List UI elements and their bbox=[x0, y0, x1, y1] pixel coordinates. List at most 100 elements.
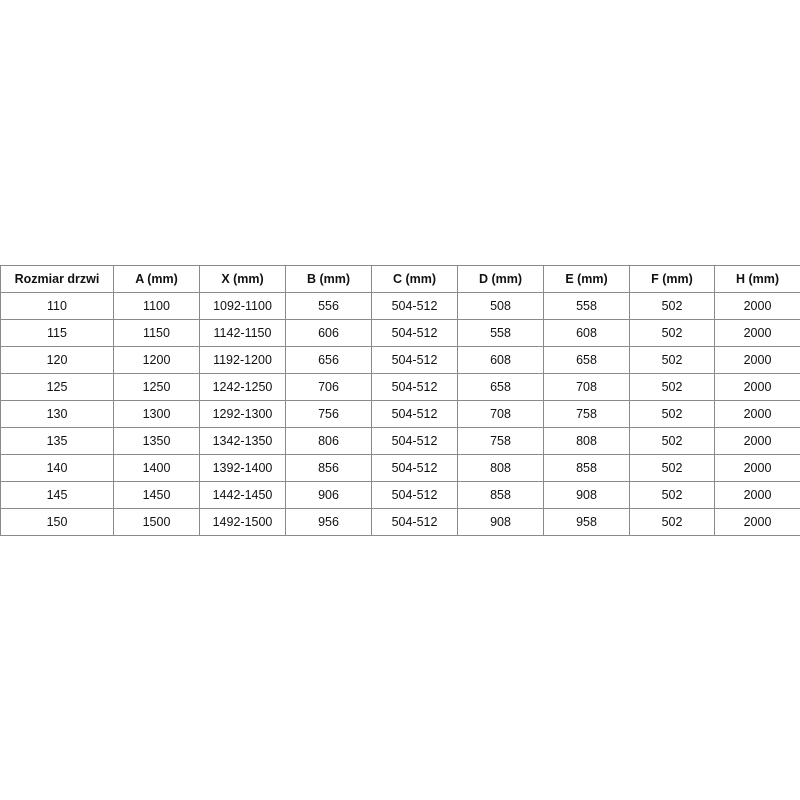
table-cell: 756 bbox=[285, 400, 372, 428]
table-cell: 120 bbox=[0, 346, 114, 374]
table-cell: 502 bbox=[629, 319, 715, 347]
table-row: 125 1250 1242-1250 706 504-512 658 708 502 2000 bbox=[0, 373, 800, 401]
table-cell: 1242-1250 bbox=[199, 373, 286, 401]
table-cell: 608 bbox=[457, 346, 544, 374]
table-cell: 2000 bbox=[714, 346, 800, 374]
table-row: 130 1300 1292-1300 756 504-512 708 758 502 2000 bbox=[0, 400, 800, 428]
table-cell: 508 bbox=[457, 292, 544, 320]
table-cell: 1450 bbox=[113, 481, 200, 509]
table-cell: 2000 bbox=[714, 454, 800, 482]
table-cell: 504-512 bbox=[371, 400, 458, 428]
table-cell: 1300 bbox=[113, 400, 200, 428]
dimensions-table: Rozmiar drzwi A (mm) X (mm) B (mm) C (mm) D (… bbox=[0, 265, 800, 536]
table-cell: 2000 bbox=[714, 427, 800, 455]
table-cell: 504-512 bbox=[371, 373, 458, 401]
table-row: 135 1350 1342-1350 806 504-512 758 808 502 2000 bbox=[0, 427, 800, 455]
table-cell: 502 bbox=[629, 508, 715, 536]
table-cell: 908 bbox=[543, 481, 630, 509]
table-cell: 1200 bbox=[113, 346, 200, 374]
column-header: Rozmiar drzwi bbox=[0, 265, 114, 293]
table-cell: 558 bbox=[457, 319, 544, 347]
table-cell: 806 bbox=[285, 427, 372, 455]
table-cell: 958 bbox=[543, 508, 630, 536]
table-cell: 150 bbox=[0, 508, 114, 536]
table-cell: 1442-1450 bbox=[199, 481, 286, 509]
column-header: H (mm) bbox=[714, 265, 800, 293]
table-cell: 140 bbox=[0, 454, 114, 482]
table-cell: 504-512 bbox=[371, 319, 458, 347]
table-cell: 656 bbox=[285, 346, 372, 374]
table-cell: 115 bbox=[0, 319, 114, 347]
table-cell: 2000 bbox=[714, 319, 800, 347]
table-cell: 1092-1100 bbox=[199, 292, 286, 320]
table-cell: 2000 bbox=[714, 508, 800, 536]
table-cell: 504-512 bbox=[371, 454, 458, 482]
table-cell: 504-512 bbox=[371, 481, 458, 509]
table-cell: 856 bbox=[285, 454, 372, 482]
table-row: 145 1450 1442-1450 906 504-512 858 908 502 2000 bbox=[0, 481, 800, 509]
table-cell: 1192-1200 bbox=[199, 346, 286, 374]
table-cell: 145 bbox=[0, 481, 114, 509]
table-cell: 502 bbox=[629, 346, 715, 374]
table-cell: 556 bbox=[285, 292, 372, 320]
table-cell: 502 bbox=[629, 481, 715, 509]
table-cell: 608 bbox=[543, 319, 630, 347]
table-cell: 758 bbox=[543, 400, 630, 428]
table-cell: 1392-1400 bbox=[199, 454, 286, 482]
table-cell: 1250 bbox=[113, 373, 200, 401]
table-header-row: Rozmiar drzwi A (mm) X (mm) B (mm) C (mm) D (… bbox=[0, 265, 800, 293]
table-cell: 504-512 bbox=[371, 427, 458, 455]
table-cell: 502 bbox=[629, 427, 715, 455]
table-cell: 2000 bbox=[714, 481, 800, 509]
table-cell: 504-512 bbox=[371, 292, 458, 320]
table-cell: 808 bbox=[457, 454, 544, 482]
table-cell: 1142-1150 bbox=[199, 319, 286, 347]
table-cell: 758 bbox=[457, 427, 544, 455]
table-cell: 502 bbox=[629, 373, 715, 401]
column-header: X (mm) bbox=[199, 265, 286, 293]
table-cell: 2000 bbox=[714, 400, 800, 428]
table-row: 140 1400 1392-1400 856 504-512 808 858 502 2000 bbox=[0, 454, 800, 482]
table-cell: 502 bbox=[629, 454, 715, 482]
table-cell: 658 bbox=[457, 373, 544, 401]
table-cell: 708 bbox=[543, 373, 630, 401]
table-cell: 706 bbox=[285, 373, 372, 401]
table-cell: 1350 bbox=[113, 427, 200, 455]
table-cell: 504-512 bbox=[371, 346, 458, 374]
table-cell: 504-512 bbox=[371, 508, 458, 536]
table-row: 115 1150 1142-1150 606 504-512 558 608 502 2000 bbox=[0, 319, 800, 347]
table-cell: 606 bbox=[285, 319, 372, 347]
table-cell: 906 bbox=[285, 481, 372, 509]
column-header: A (mm) bbox=[113, 265, 200, 293]
table-cell: 1150 bbox=[113, 319, 200, 347]
table-cell: 502 bbox=[629, 400, 715, 428]
column-header: D (mm) bbox=[457, 265, 544, 293]
table-cell: 1342-1350 bbox=[199, 427, 286, 455]
table-cell: 956 bbox=[285, 508, 372, 536]
column-header: C (mm) bbox=[371, 265, 458, 293]
table-cell: 2000 bbox=[714, 373, 800, 401]
table-cell: 908 bbox=[457, 508, 544, 536]
table-cell: 858 bbox=[543, 454, 630, 482]
table-cell: 658 bbox=[543, 346, 630, 374]
table-cell: 125 bbox=[0, 373, 114, 401]
table-cell: 130 bbox=[0, 400, 114, 428]
table-cell: 858 bbox=[457, 481, 544, 509]
table-cell: 708 bbox=[457, 400, 544, 428]
column-header: B (mm) bbox=[285, 265, 372, 293]
table-row: 120 1200 1192-1200 656 504-512 608 658 502 2000 bbox=[0, 346, 800, 374]
table-cell: 1500 bbox=[113, 508, 200, 536]
table-row: 110 1100 1092-1100 556 504-512 508 558 502 2000 bbox=[0, 292, 800, 320]
table-cell: 2000 bbox=[714, 292, 800, 320]
table-cell: 1400 bbox=[113, 454, 200, 482]
table-cell: 558 bbox=[543, 292, 630, 320]
table-cell: 808 bbox=[543, 427, 630, 455]
column-header: F (mm) bbox=[629, 265, 715, 293]
table-row: 150 1500 1492-1500 956 504-512 908 958 502 2000 bbox=[0, 508, 800, 536]
table-cell: 135 bbox=[0, 427, 114, 455]
table-cell: 110 bbox=[0, 292, 114, 320]
table-cell: 1492-1500 bbox=[199, 508, 286, 536]
table-cell: 1100 bbox=[113, 292, 200, 320]
column-header: E (mm) bbox=[543, 265, 630, 293]
table-cell: 502 bbox=[629, 292, 715, 320]
